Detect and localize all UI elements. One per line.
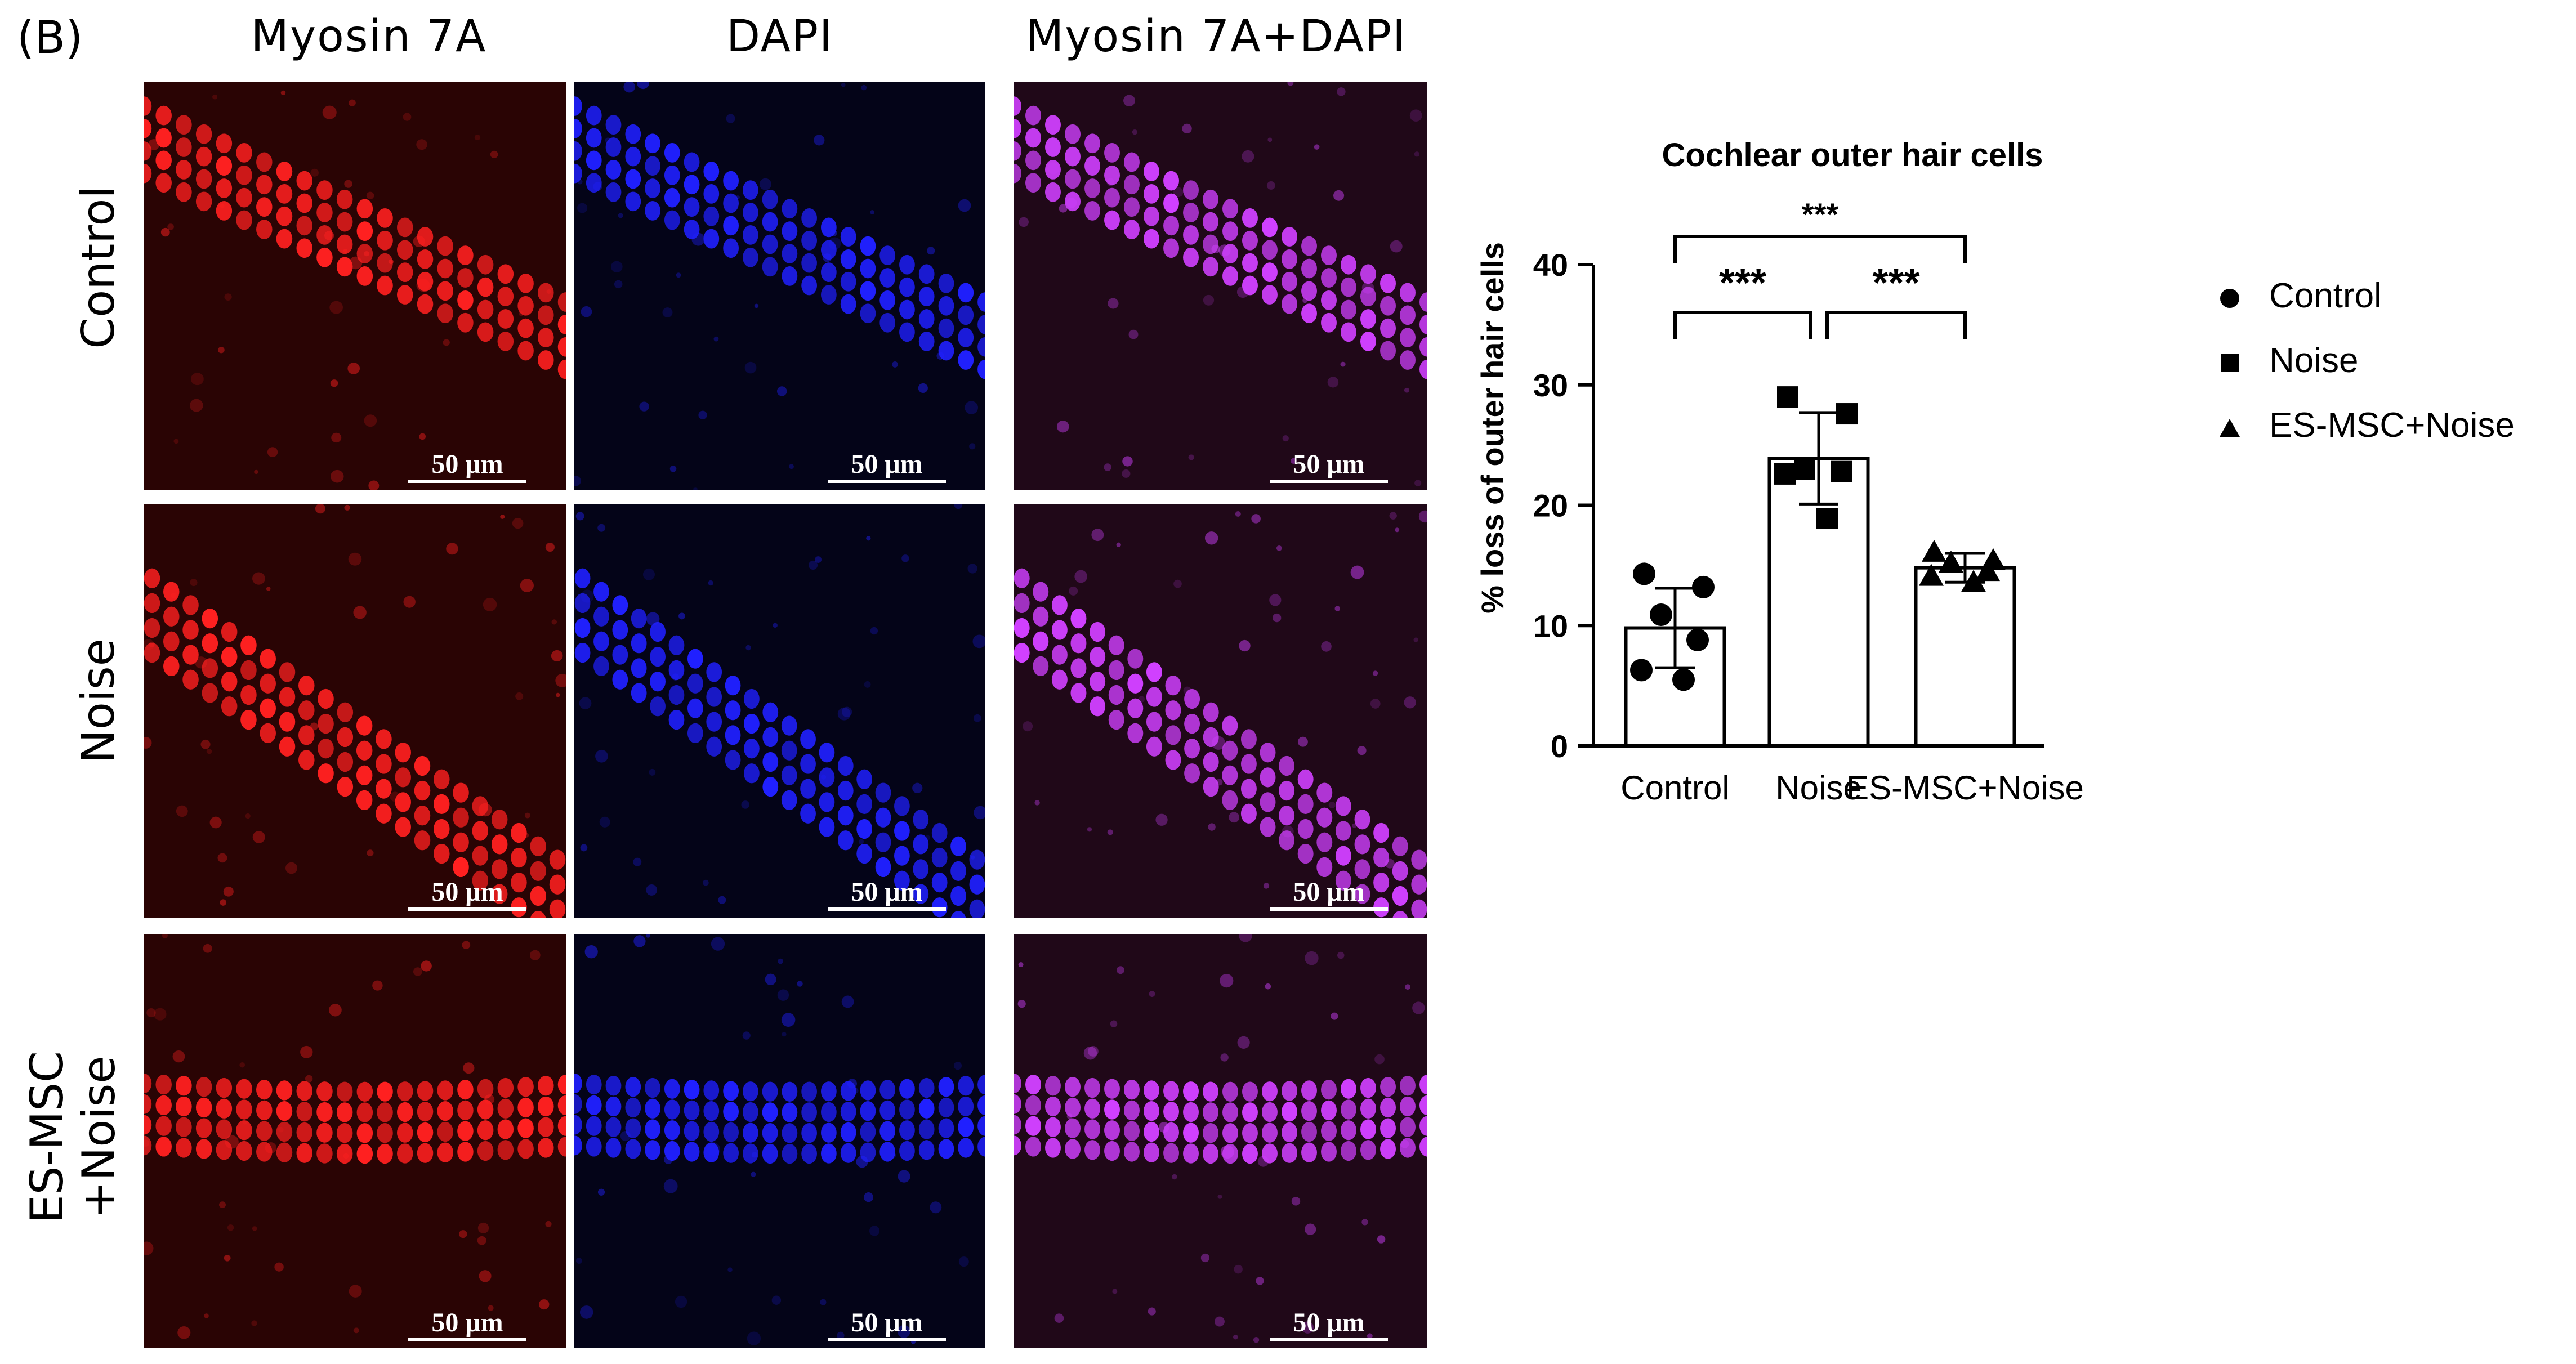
row-heading-esmsc: ES-MSC +Noise <box>21 1051 125 1223</box>
y-tick-label-40: 40 <box>1533 247 1568 283</box>
micrograph-noise-myosin: 50 μm <box>144 504 566 918</box>
data-point <box>1816 508 1838 530</box>
scale-bar-label: 50 μm <box>1293 449 1365 479</box>
scale-bar: 50 μm <box>1270 876 1388 911</box>
scale-bar: 50 μm <box>408 449 526 483</box>
x-tick-label-0: Control <box>1620 769 1729 807</box>
data-point <box>1794 458 1815 480</box>
scale-bar-label: 50 μm <box>431 877 503 907</box>
data-point <box>1630 659 1653 682</box>
row-heading-noise: Noise <box>72 638 124 763</box>
micrograph-esmsc-merge: 50 μm <box>1014 934 1427 1348</box>
chart-title: Cochlear outer hair cells <box>1662 137 2043 173</box>
significance-label-1: *** <box>1719 261 1766 306</box>
scale-bar: 50 μm <box>408 1307 526 1341</box>
legend-item-noise: Noise <box>2218 341 2359 381</box>
scale-bar-label: 50 μm <box>431 1308 503 1338</box>
scale-bar-line <box>828 1338 946 1341</box>
column-heading-merge: Myosin 7A+DAPI <box>1025 11 1407 62</box>
scale-bar-label: 50 μm <box>851 877 923 907</box>
y-tick-label-10: 10 <box>1533 608 1568 643</box>
column-heading-myosin: Myosin 7A <box>251 11 487 62</box>
bar-2 <box>1914 566 2016 748</box>
data-point <box>1922 539 1946 562</box>
significance-label-0: *** <box>1802 196 1839 232</box>
y-tick-label-30: 30 <box>1533 368 1568 403</box>
data-point <box>1777 386 1798 408</box>
significance-label-2: *** <box>1872 261 1919 306</box>
circle-marker-icon <box>2220 288 2239 308</box>
scale-bar-line <box>408 480 526 483</box>
scale-bar-line <box>828 480 946 483</box>
legend-item-control: Control <box>2218 276 2382 316</box>
micrograph-esmsc-myosin: 50 μm <box>144 934 566 1348</box>
row-heading-esmsc-line1: ES-MSC <box>21 1051 73 1223</box>
data-point <box>1831 460 1852 482</box>
column-heading-dapi: DAPI <box>726 11 834 62</box>
legend-label-control: Control <box>2269 276 2382 315</box>
data-point <box>1975 559 2000 582</box>
significance-bracket-1 <box>1673 311 1812 339</box>
data-point <box>1774 463 1796 485</box>
x-tick-label-2: ES-MSC+Noise <box>1846 769 2084 807</box>
bar-chart: Cochlear outer hair cells % loss of oute… <box>1475 137 2084 807</box>
panel-label: (B) <box>17 11 83 64</box>
scale-bar-label: 50 μm <box>1293 1308 1365 1338</box>
scale-bar-line <box>408 1338 526 1341</box>
legend-item-esmsc: ES-MSC+Noise <box>2218 405 2515 445</box>
scale-bar-line <box>1270 907 1388 911</box>
y-tick-label-0: 0 <box>1551 728 1568 764</box>
micrograph-control-merge: 50 μm <box>1014 82 1427 490</box>
scale-bar: 50 μm <box>828 449 946 483</box>
data-point <box>1686 628 1709 651</box>
legend-label-noise: Noise <box>2269 341 2359 380</box>
data-point <box>1692 575 1715 598</box>
row-heading-esmsc-line2: +Noise <box>73 1056 125 1219</box>
x-tick-label-1: Noise <box>1775 769 1861 807</box>
scale-bar-label: 50 μm <box>431 449 503 479</box>
scale-bar: 50 μm <box>1270 449 1388 483</box>
data-point <box>1672 668 1695 691</box>
scale-bar-line <box>828 907 946 911</box>
significance-bracket-2 <box>1825 311 1967 339</box>
scale-bar-line <box>1270 1338 1388 1341</box>
data-point <box>1919 564 1944 586</box>
triangle-marker-icon <box>2220 418 2240 437</box>
scale-bar: 50 μm <box>1270 1307 1388 1341</box>
micrograph-noise-merge: 50 μm <box>1014 504 1427 918</box>
scale-bar-label: 50 μm <box>851 1308 923 1338</box>
micrograph-control-dapi: 50 μm <box>574 82 985 490</box>
data-point <box>1961 570 1986 592</box>
data-point <box>1939 551 1963 573</box>
scale-bar: 50 μm <box>408 876 526 911</box>
data-point <box>1633 562 1655 585</box>
y-tick-label-20: 20 <box>1533 488 1568 524</box>
scale-bar-label: 50 μm <box>851 449 923 479</box>
micrograph-noise-dapi: 50 μm <box>574 504 985 918</box>
y-axis-label: % loss of outer hair cells <box>1475 242 1510 614</box>
scale-bar-line <box>408 907 526 911</box>
scale-bar: 50 μm <box>828 1307 946 1341</box>
square-marker-icon <box>2221 354 2239 372</box>
scale-bar-line <box>1270 480 1388 483</box>
micrograph-esmsc-dapi: 50 μm <box>574 934 985 1348</box>
scale-bar: 50 μm <box>828 876 946 911</box>
row-heading-control: Control <box>72 186 124 349</box>
significance-bracket-0 <box>1673 235 1967 263</box>
micrograph-control-myosin: 50 μm <box>144 82 566 490</box>
legend-label-esmsc: ES-MSC+Noise <box>2269 406 2515 445</box>
scale-bar-label: 50 μm <box>1293 877 1365 907</box>
data-point <box>1836 403 1858 425</box>
data-point <box>1650 603 1672 627</box>
